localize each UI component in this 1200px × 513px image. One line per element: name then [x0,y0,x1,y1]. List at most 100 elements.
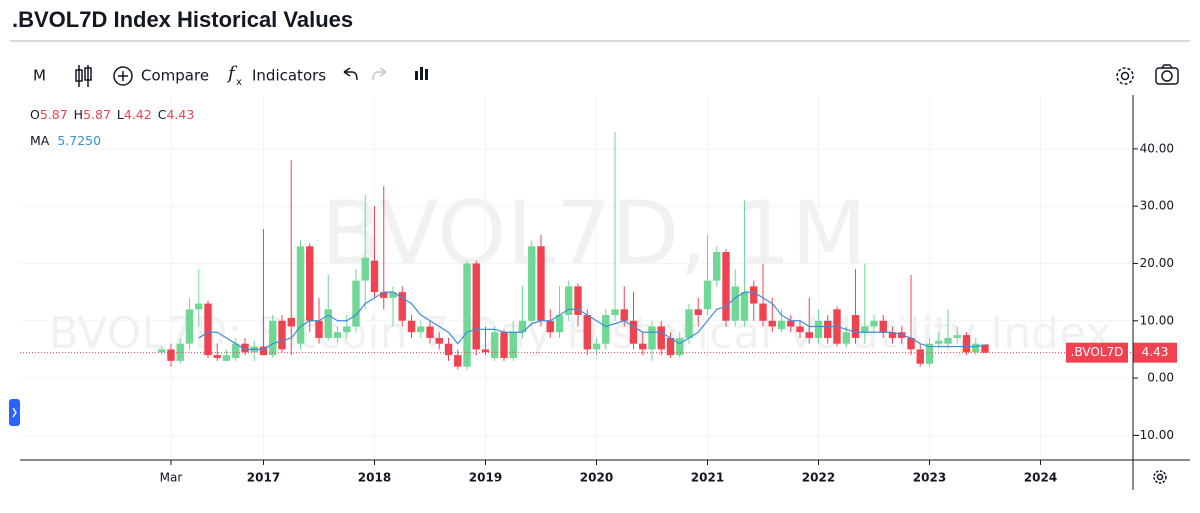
candle-body [398,292,406,321]
close-value: 4.43 [166,107,194,122]
symbol-tag-label: .BVOL7D [1071,345,1124,359]
high-label: H [74,107,83,122]
screenshot-button[interactable] [1155,64,1179,85]
candle-body [380,292,388,298]
candle-body [417,326,425,333]
x-tick-label: 2020 [580,471,613,485]
candle-body [731,286,739,321]
candle-body [204,303,212,356]
candle-body [639,343,647,350]
candle-body [370,260,379,293]
candle-body [888,332,897,338]
x-tick-label: 2019 [469,471,502,485]
candle-body [435,337,443,344]
candle-body [861,326,869,333]
candle-body [657,326,665,350]
indicators-label: Indicators [252,67,326,85]
candle-body [315,320,323,338]
candle-body [195,303,203,310]
candle-body [814,320,823,338]
candle-body [916,349,924,364]
ma-label: MA [30,133,50,148]
candle-body [879,320,887,333]
candle-body [278,320,286,350]
price-tag-label: 4.43 [1142,345,1169,359]
candle-body [537,246,545,321]
candle-body [259,346,268,356]
candle-body [343,326,351,333]
open-label: O [30,107,40,122]
candle-body [407,320,416,333]
candle-body [176,343,184,361]
candle-body [426,326,434,338]
watermark: .BVOL7D, 1M [293,182,867,285]
bar-icon[interactable] [415,67,428,80]
candle-body [694,309,702,316]
candle-body [546,320,554,333]
watermark-subtitle: BVOL7D: Bitcoin 7-Day Historical Volatil… [49,308,1112,359]
candle-body [750,286,758,304]
candle-body [352,280,360,327]
y-tick-label: -10.00 [1135,428,1174,442]
x-tick-label: 2023 [913,471,946,485]
candle-body [444,343,453,356]
side-toggle[interactable] [9,399,20,426]
candle-body [463,263,471,367]
candle-body [629,320,638,344]
candle-body [907,337,915,350]
candle-body [333,332,342,338]
candle-body [592,343,601,350]
candle-body [740,292,749,321]
candle-body [953,335,961,338]
candle-body [287,317,295,327]
candle-body [555,315,564,333]
ohlc-legend: O5.87 H5.87 L4.42 C4.43 [30,107,194,122]
symbol-tag [1066,342,1128,363]
axis-settings-button[interactable] [1153,470,1167,484]
candle-body [842,332,850,344]
y-tick-label: 20.00 [1140,256,1174,270]
candle-body [158,349,166,353]
candle-body [972,343,980,353]
candle-body [185,309,194,344]
candle-body [213,355,221,359]
candle-body [509,332,517,359]
ma-legend: MA 5.7250 [30,133,101,148]
candle-body [167,349,175,361]
redo-button[interactable] [372,67,387,81]
indicators-button[interactable]: f x Indicators [226,63,326,88]
x-tick-label: 2022 [802,471,835,485]
candle-body [796,326,804,333]
settings-button[interactable] [1116,67,1134,85]
x-tick-label: 2018 [358,471,391,485]
candle-body [324,309,332,338]
fx-icon-sub: x [236,77,242,88]
candle-body [676,337,684,356]
page-title: .BVOL7D Index Historical Values [12,7,353,32]
low-value: 4.42 [124,107,152,122]
candle-body [981,344,989,353]
price-tag [1133,342,1177,363]
candle-body [666,337,675,356]
close-label: C [158,107,167,122]
candle-body [518,320,527,333]
undo-button[interactable] [343,67,358,81]
y-tick-label: 40.00 [1140,141,1174,155]
candle-body [777,320,786,330]
candle-body [759,303,767,321]
compare-button[interactable]: Compare [113,66,209,86]
candle-body [935,340,943,344]
candle-body [648,326,656,350]
y-tick-label: 0.00 [1147,371,1174,385]
candle-body [574,286,582,316]
interval-button[interactable]: M [33,67,46,85]
candle-body [583,315,591,350]
candle-body [389,292,397,298]
candle-body [685,309,693,338]
x-tick-label: 2017 [247,471,280,485]
candle-body [241,343,249,353]
candle-type-icon[interactable] [75,65,92,87]
candle-body [611,309,619,316]
candle-body [472,263,480,350]
compare-label: Compare [141,67,209,85]
